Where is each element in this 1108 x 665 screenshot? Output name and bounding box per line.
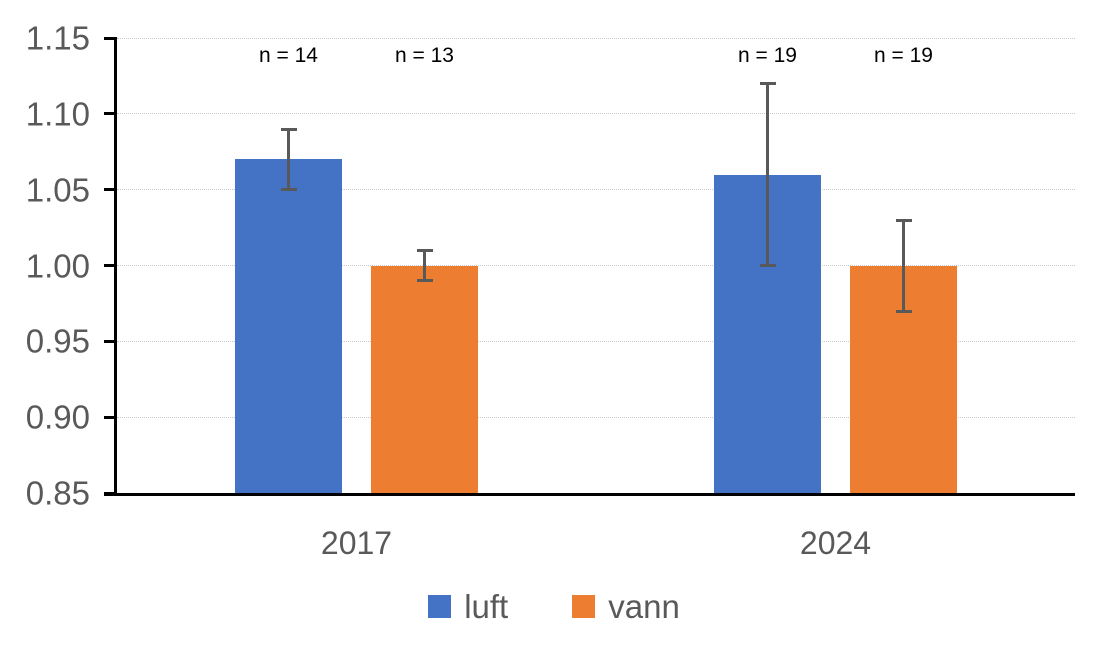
y-axis-tick xyxy=(104,264,117,267)
error-bar-stem xyxy=(902,220,905,311)
x-axis-category-label: 2024 xyxy=(799,525,872,561)
legend-swatch-icon xyxy=(428,595,452,618)
sample-size-annotation: n = 14 xyxy=(259,44,318,67)
error-bar-cap xyxy=(895,218,912,222)
y-axis-tick xyxy=(104,415,117,419)
legend-item-luft: luft xyxy=(428,590,508,623)
legend: luft vann xyxy=(0,590,1108,623)
bar-vann-2017 xyxy=(371,265,478,493)
error-bar-cap xyxy=(280,188,297,192)
x-axis-category-label: 2017 xyxy=(320,525,393,561)
sample-size-annotation: n = 19 xyxy=(738,44,797,67)
y-gridline xyxy=(117,189,1075,191)
error-bar-stem xyxy=(287,129,290,190)
error-bar-cap xyxy=(280,127,297,131)
y-axis-tick-label: 0.85 xyxy=(25,474,90,512)
y-gridline xyxy=(117,416,1075,418)
y-axis-tick-label: 1.10 xyxy=(25,95,90,133)
error-bar-stem xyxy=(766,83,769,266)
error-bar-stem xyxy=(423,250,426,281)
x-axis-line xyxy=(104,493,1075,496)
sample-size-annotation: n = 13 xyxy=(395,44,454,67)
y-axis-tick-label: 1.00 xyxy=(25,247,90,284)
legend-swatch-icon xyxy=(572,595,596,618)
y-gridline xyxy=(117,340,1075,342)
y-axis-tick xyxy=(104,188,117,192)
y-axis-tick-label: 1.15 xyxy=(25,19,90,57)
error-bar-cap xyxy=(416,279,433,283)
error-bar-cap xyxy=(759,82,776,85)
legend-label: luft xyxy=(464,588,509,625)
bar-luft-2017 xyxy=(235,159,342,493)
y-axis-line xyxy=(114,38,117,496)
error-bar-cap xyxy=(759,264,776,267)
legend-item-vann: vann xyxy=(572,590,680,623)
y-axis-tick xyxy=(104,112,117,116)
y-axis-tick-label: 1.05 xyxy=(25,171,90,209)
y-axis-tick xyxy=(104,36,117,40)
y-axis-tick-label: 0.95 xyxy=(25,322,90,360)
y-gridline xyxy=(117,265,1075,266)
error-bar-cap xyxy=(895,309,912,313)
sample-size-annotation: n = 19 xyxy=(874,44,933,67)
y-gridline xyxy=(117,113,1075,115)
y-gridline xyxy=(117,37,1075,39)
y-axis-tick xyxy=(104,339,117,343)
y-axis-tick-label: 0.90 xyxy=(25,398,90,436)
error-bar-cap xyxy=(416,248,433,252)
legend-label: vann xyxy=(608,588,680,625)
